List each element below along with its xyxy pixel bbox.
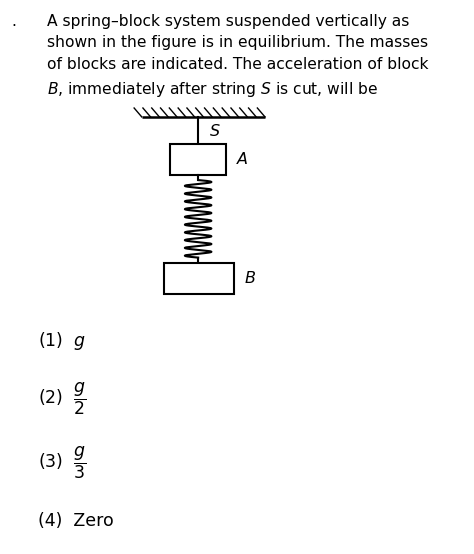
Text: $m$: $m$ xyxy=(190,152,206,167)
Bar xyxy=(170,144,226,175)
Text: (2)  $\dfrac{g}{2}$: (2) $\dfrac{g}{2}$ xyxy=(38,381,87,417)
Text: A spring–block system suspended vertically as
shown in the figure is in equilibr: A spring–block system suspended vertical… xyxy=(47,14,429,99)
Text: $2m$: $2m$ xyxy=(185,270,212,286)
Text: $A$: $A$ xyxy=(236,151,249,167)
Text: $S$: $S$ xyxy=(209,123,220,139)
Text: .: . xyxy=(12,14,17,29)
Bar xyxy=(164,263,234,294)
Text: (4)  Zero: (4) Zero xyxy=(38,512,114,530)
Text: (1)  $g$: (1) $g$ xyxy=(38,330,86,352)
Text: (3)  $\dfrac{g}{3}$: (3) $\dfrac{g}{3}$ xyxy=(38,444,87,481)
Text: $B$: $B$ xyxy=(244,270,256,286)
